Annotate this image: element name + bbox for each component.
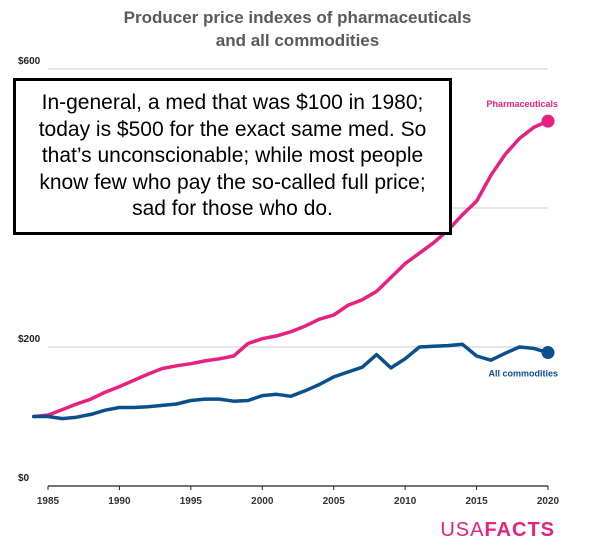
pharmaceuticals-end-marker [541,114,555,128]
chart-title: Producer price indexes of pharmaceutical… [0,6,595,52]
all-commodities-end-marker [541,346,555,360]
logo-facts: FACTS [484,519,555,541]
chart-title-line-1: Producer price indexes of pharmaceutical… [123,8,472,27]
usafacts-logo: USAFACTS [440,519,555,542]
all-commodities-label: All commodities [488,369,558,379]
chart-title-line-2: and all commodities [215,31,380,50]
x-tick-label: 2020 [537,496,560,507]
x-tick-label: 1990 [108,496,131,507]
y-tick-label: $200 [18,334,41,345]
x-tick-label: 2015 [465,496,488,507]
x-tick-label: 2010 [394,496,417,507]
x-tick-label: 2000 [251,496,274,507]
series-labels: Pharmaceuticals All commodities [486,99,558,378]
pharmaceuticals-line [31,119,550,419]
x-tick-label: 1995 [180,496,203,507]
annotation-box: In-general, a med that was $100 in 1980;… [13,78,452,235]
y-tick-label: $0 [18,473,30,484]
x-tick-label: 1985 [37,496,60,507]
all-commodities-line [31,342,550,421]
annotation-text: In-general, a med that was $100 in 1980;… [38,91,427,221]
y-tick-label: $600 [18,56,41,67]
series-lines [31,114,555,421]
x-axis-ticks: 1985 1990 1995 2000 2005 2010 2015 2020 [37,486,560,507]
logo-usa: USA [440,519,485,541]
x-tick-label: 2005 [323,496,346,507]
pharmaceuticals-label: Pharmaceuticals [486,99,558,109]
